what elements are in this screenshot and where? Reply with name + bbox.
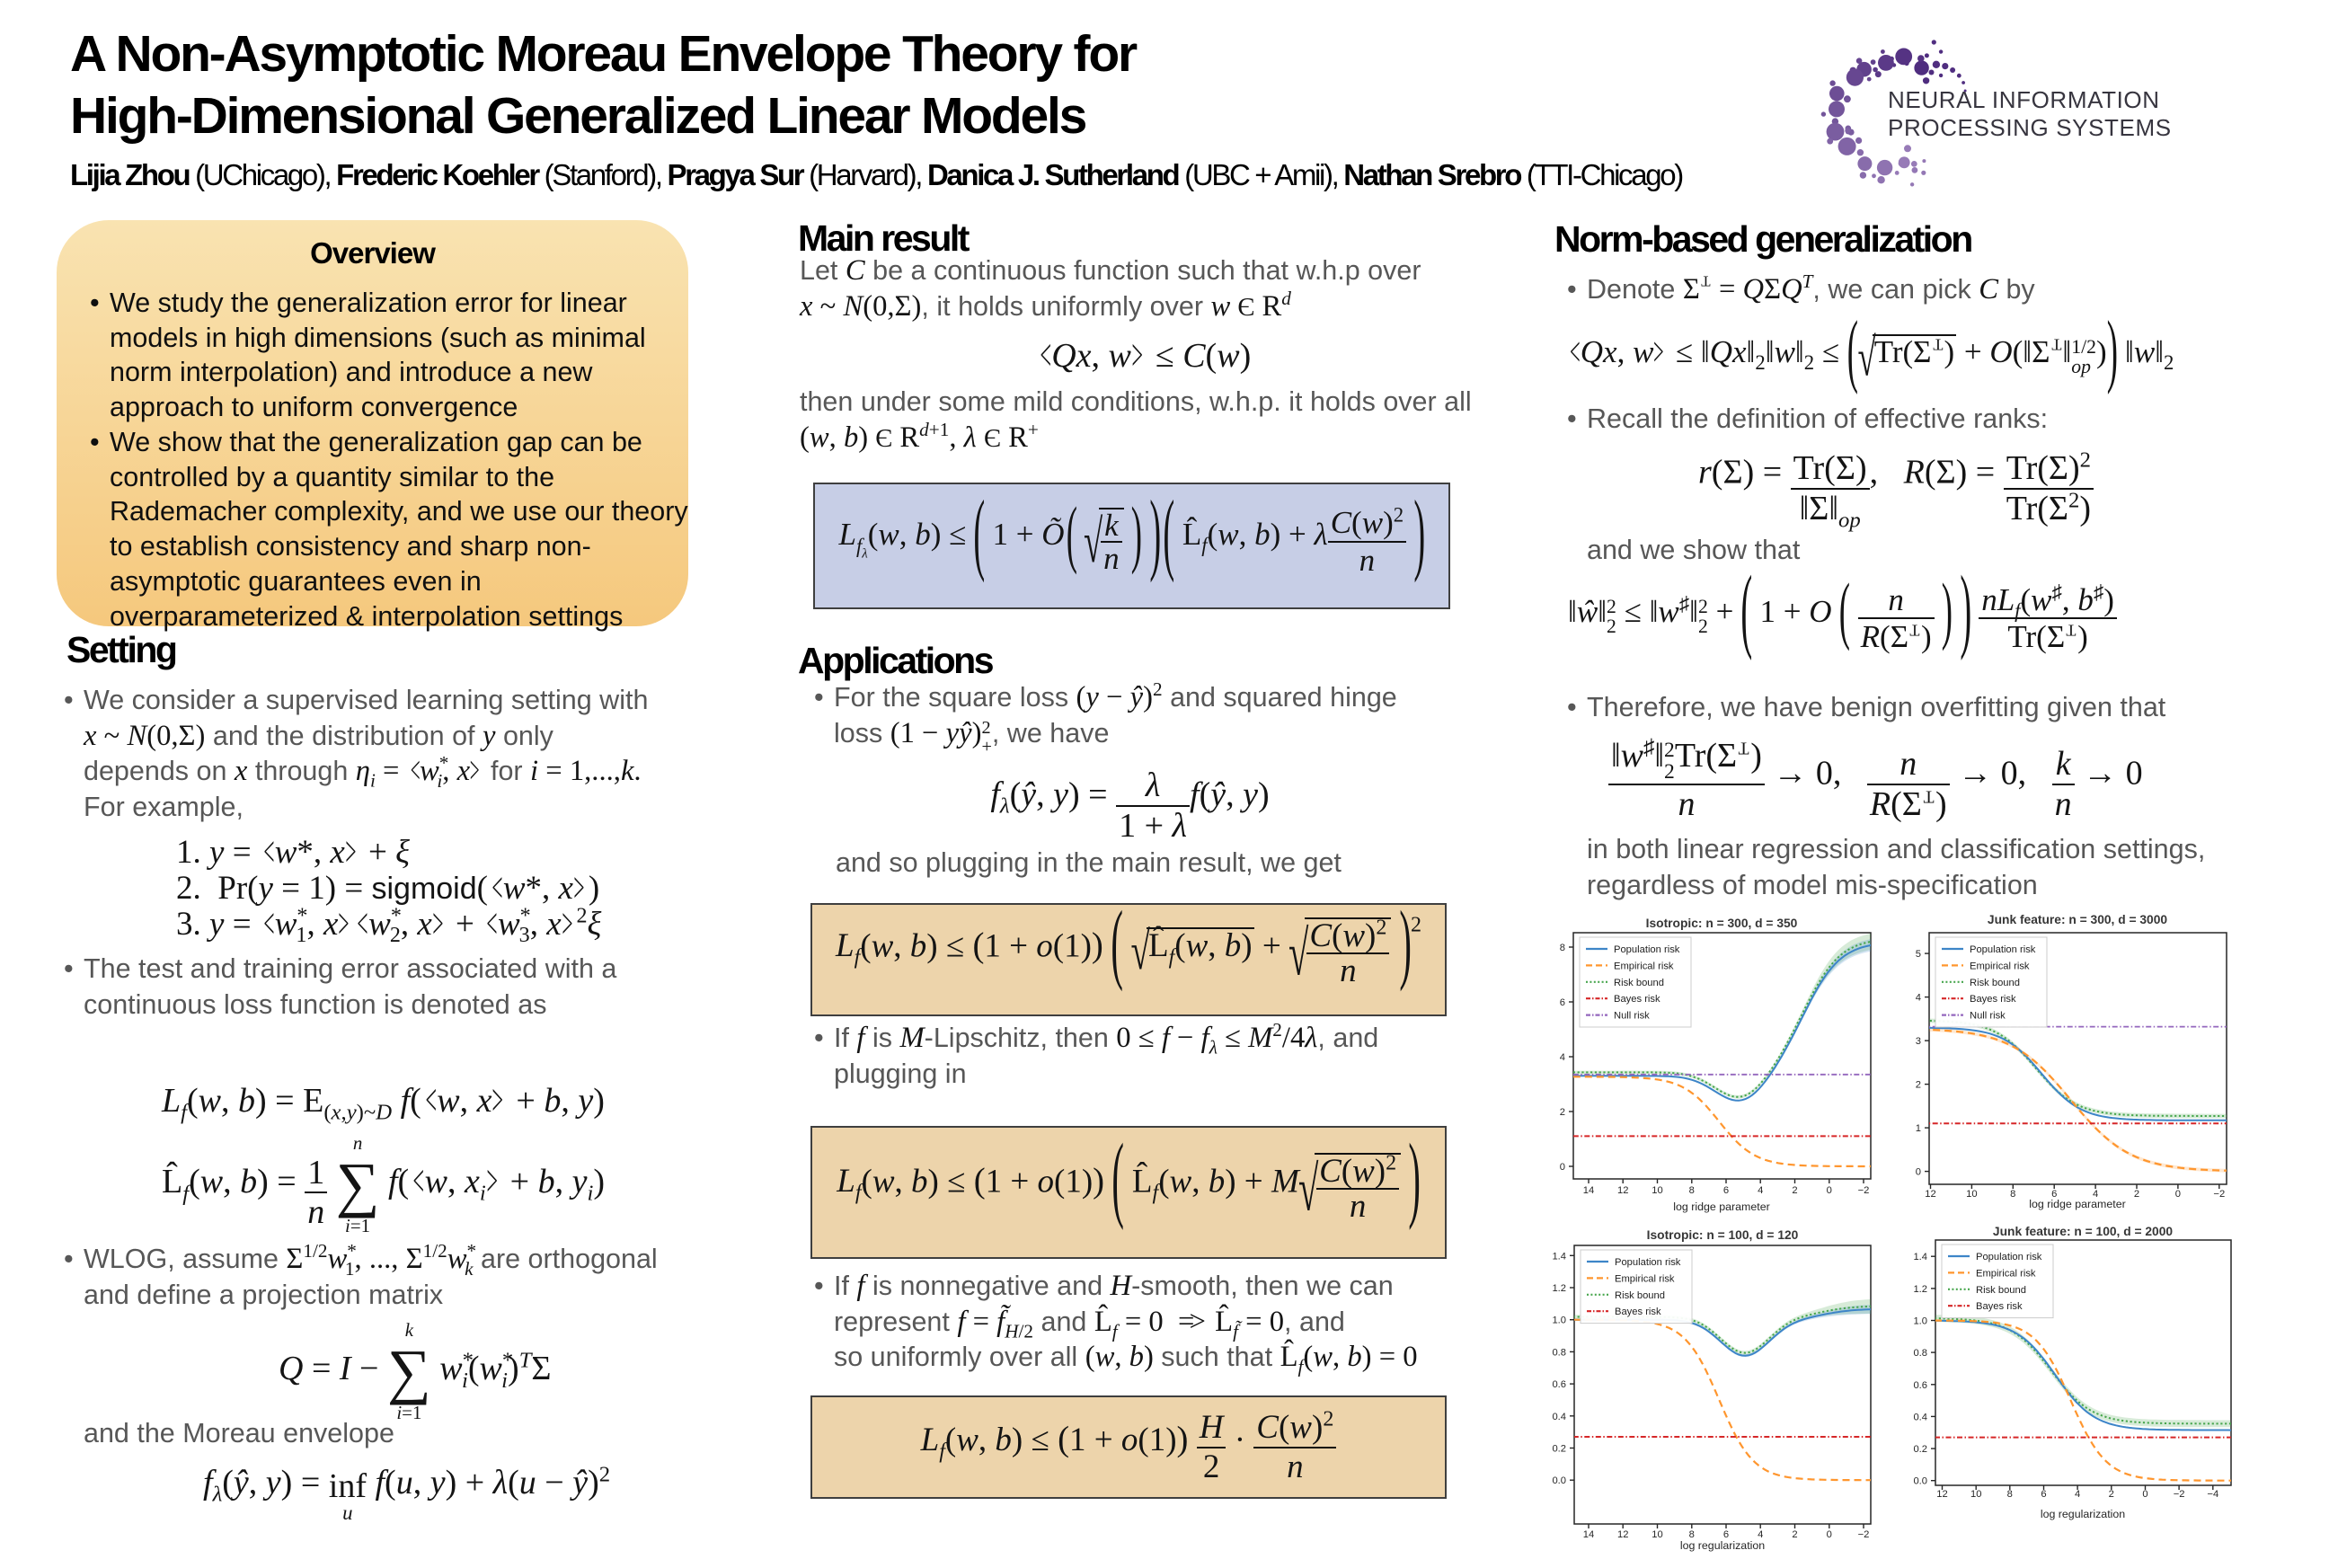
svg-text:12: 12 [1925, 1189, 1935, 1200]
svg-text:3: 3 [1916, 1036, 1921, 1047]
svg-text:12: 12 [1617, 1529, 1628, 1540]
svg-text:4: 4 [1916, 993, 1921, 1004]
svg-text:1.0: 1.0 [1552, 1316, 1566, 1326]
svg-text:−2: −2 [2213, 1189, 2225, 1200]
svg-text:12: 12 [1617, 1185, 1628, 1196]
svg-text:Empirical risk: Empirical risk [1615, 1273, 1675, 1284]
svg-text:1.0: 1.0 [1913, 1316, 1927, 1327]
svg-text:4: 4 [2075, 1489, 2080, 1500]
svg-text:Junk feature: n = 100, d = 200: Junk feature: n = 100, d = 2000 [1993, 1225, 2173, 1238]
svg-text:14: 14 [1583, 1185, 1594, 1196]
svg-text:10: 10 [1970, 1489, 1981, 1500]
svg-text:0.2: 0.2 [1552, 1444, 1566, 1455]
svg-text:1.4: 1.4 [1913, 1252, 1927, 1262]
svg-text:Bayes risk: Bayes risk [1614, 994, 1660, 1005]
svg-text:1.4: 1.4 [1552, 1251, 1566, 1262]
svg-text:1.2: 1.2 [1552, 1283, 1566, 1294]
svg-text:2: 2 [1792, 1529, 1797, 1540]
svg-text:0: 0 [2142, 1489, 2147, 1500]
svg-text:14: 14 [1583, 1529, 1594, 1540]
svg-text:log regularization: log regularization [2041, 1508, 2125, 1520]
svg-text:Junk feature: n = 300, d = 300: Junk feature: n = 300, d = 3000 [1988, 913, 2167, 926]
svg-text:2: 2 [2109, 1489, 2114, 1500]
svg-text:0.0: 0.0 [1552, 1475, 1566, 1486]
svg-text:Risk bound: Risk bound [1614, 978, 1664, 988]
svg-text:PROCESSING SYSTEMS: PROCESSING SYSTEMS [1888, 114, 2172, 141]
svg-text:0: 0 [2175, 1189, 2181, 1200]
svg-text:0.8: 0.8 [1913, 1348, 1927, 1359]
svg-text:6: 6 [1723, 1529, 1729, 1540]
svg-text:4: 4 [1758, 1529, 1763, 1540]
svg-text:−2: −2 [1858, 1529, 1870, 1540]
svg-text:Population risk: Population risk [1614, 944, 1680, 955]
svg-text:Bayes risk: Bayes risk [1976, 1301, 2023, 1312]
svg-text:1: 1 [1916, 1123, 1921, 1134]
svg-text:6: 6 [2051, 1189, 2057, 1200]
svg-text:log ridge parameter: log ridge parameter [1673, 1200, 1769, 1213]
svg-text:2: 2 [1792, 1185, 1797, 1196]
svg-text:2: 2 [1916, 1080, 1921, 1091]
svg-text:Isotropic: n = 300, d = 350: Isotropic: n = 300, d = 350 [1646, 917, 1798, 930]
svg-text:Risk bound: Risk bound [1970, 978, 2020, 988]
svg-text:Population risk: Population risk [1615, 1257, 1681, 1268]
svg-text:2: 2 [1560, 1107, 1565, 1118]
svg-text:Bayes risk: Bayes risk [1970, 994, 2016, 1005]
svg-text:0.4: 0.4 [1913, 1412, 1927, 1422]
svg-text:10: 10 [1652, 1185, 1662, 1196]
svg-text:Risk bound: Risk bound [1615, 1290, 1665, 1301]
svg-text:0.6: 0.6 [1913, 1380, 1927, 1391]
svg-text:Risk bound: Risk bound [1976, 1285, 2026, 1296]
svg-text:log ridge parameter: log ridge parameter [2029, 1198, 2125, 1210]
svg-text:log regularization: log regularization [1680, 1539, 1765, 1552]
svg-text:12: 12 [1936, 1489, 1947, 1500]
svg-text:4: 4 [1758, 1185, 1763, 1196]
svg-text:0.4: 0.4 [1552, 1412, 1566, 1422]
svg-text:0: 0 [1560, 1162, 1565, 1173]
svg-text:Isotropic: n = 100, d = 120: Isotropic: n = 100, d = 120 [1647, 1228, 1799, 1242]
svg-text:8: 8 [2007, 1489, 2013, 1500]
svg-text:10: 10 [1966, 1189, 1977, 1200]
svg-text:Population risk: Population risk [1970, 944, 2036, 955]
svg-text:8: 8 [1689, 1185, 1695, 1196]
svg-text:Empirical risk: Empirical risk [1614, 961, 1674, 971]
svg-text:0: 0 [1827, 1185, 1832, 1196]
svg-text:8: 8 [2010, 1189, 2015, 1200]
svg-text:Empirical risk: Empirical risk [1976, 1268, 2036, 1279]
svg-text:6: 6 [1560, 997, 1565, 1008]
svg-text:0.8: 0.8 [1552, 1347, 1566, 1358]
svg-text:6: 6 [1723, 1185, 1729, 1196]
svg-text:Bayes risk: Bayes risk [1615, 1307, 1661, 1317]
svg-text:0.6: 0.6 [1552, 1379, 1566, 1390]
svg-text:8: 8 [1689, 1529, 1695, 1540]
svg-text:Null risk: Null risk [1970, 1011, 2006, 1022]
svg-text:0.0: 0.0 [1913, 1476, 1927, 1487]
svg-text:−2: −2 [1858, 1185, 1870, 1196]
svg-text:2: 2 [2134, 1189, 2139, 1200]
svg-text:10: 10 [1652, 1529, 1662, 1540]
svg-text:Population risk: Population risk [1976, 1252, 2042, 1262]
svg-text:0: 0 [1827, 1529, 1832, 1540]
svg-text:Empirical risk: Empirical risk [1970, 961, 2030, 971]
svg-text:4: 4 [2093, 1189, 2098, 1200]
svg-text:5: 5 [1916, 949, 1921, 960]
svg-text:−2: −2 [2174, 1489, 2185, 1500]
svg-text:1.2: 1.2 [1913, 1284, 1927, 1295]
svg-text:Null risk: Null risk [1614, 1011, 1650, 1022]
svg-text:4: 4 [1560, 1052, 1565, 1063]
svg-text:0: 0 [1916, 1167, 1921, 1178]
svg-text:−4: −4 [2207, 1489, 2218, 1500]
svg-text:6: 6 [2041, 1489, 2046, 1500]
svg-text:0.2: 0.2 [1913, 1444, 1927, 1455]
svg-text:NEURAL INFORMATION: NEURAL INFORMATION [1888, 86, 2160, 113]
svg-text:8: 8 [1560, 943, 1565, 953]
